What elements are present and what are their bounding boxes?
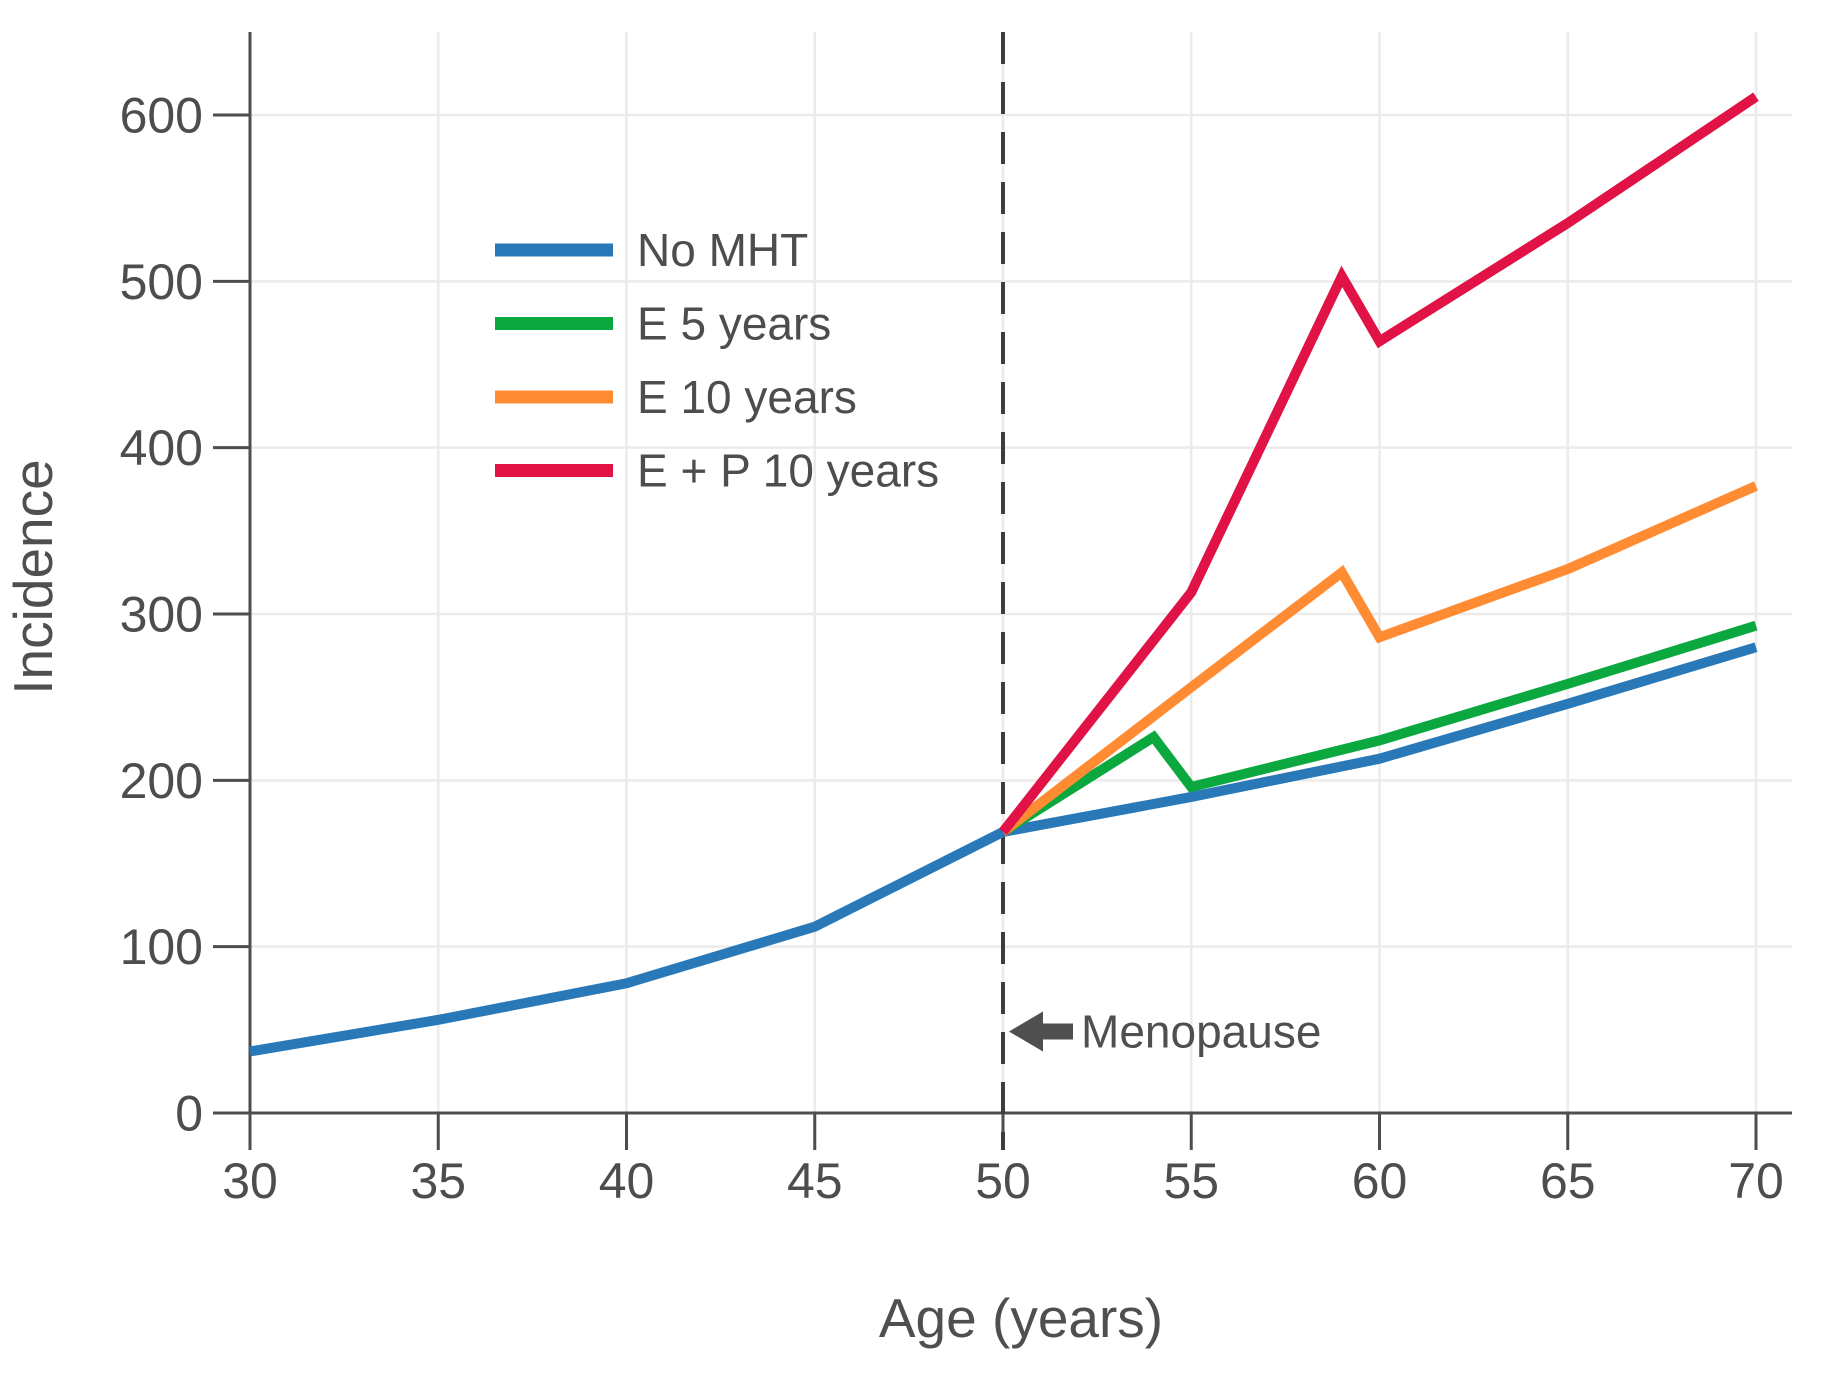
- series-line-e-5-years: [1000, 620, 1758, 837]
- series-line-e-10-years: [999, 481, 1759, 836]
- legend-label: E 10 years: [637, 371, 857, 423]
- legend-swatch: [495, 243, 613, 257]
- annotations: Menopause: [1009, 1006, 1321, 1058]
- x-tick-label: 45: [787, 1153, 843, 1209]
- x-tick-label: 55: [1163, 1153, 1219, 1209]
- menopause-arrow-icon: [1009, 1011, 1073, 1052]
- x-tick-label: 40: [599, 1153, 655, 1209]
- series-line-e-p-10-years: [999, 92, 1759, 835]
- legend-label: No MHT: [637, 224, 808, 276]
- legend-swatch: [495, 464, 613, 477]
- gridlines: [250, 32, 1792, 1113]
- y-tick-label: 500: [120, 254, 203, 310]
- y-tick-label: 300: [120, 587, 203, 643]
- menopause-label: Menopause: [1081, 1006, 1321, 1058]
- y-tick-label: 400: [120, 420, 203, 476]
- x-tick-label: 70: [1728, 1153, 1784, 1209]
- y-tick-label: 0: [175, 1086, 203, 1142]
- tick-labels: 0 100 200 300 400 500 600 30 35 40 45 50 55 60 65 70: [120, 88, 1784, 1210]
- legend-swatch: [495, 317, 613, 330]
- y-tick-label: 100: [120, 919, 203, 975]
- legend: No MHT E 5 years E 10 years E + P 10 years: [495, 224, 939, 497]
- x-tick-label: 60: [1352, 1153, 1408, 1209]
- y-axis-title: Incidence: [2, 459, 64, 694]
- x-tick-label: 35: [410, 1153, 466, 1209]
- x-tick-label: 30: [222, 1153, 278, 1209]
- x-tick-label: 50: [975, 1153, 1031, 1209]
- legend-label: E 5 years: [637, 298, 831, 350]
- x-axis-title: Age (years): [879, 1287, 1163, 1349]
- y-tick-label: 200: [120, 753, 203, 809]
- data-series: [249, 92, 1759, 1057]
- legend-swatch: [495, 390, 613, 404]
- y-tick-label: 600: [120, 88, 203, 144]
- legend-label: E + P 10 years: [637, 445, 939, 497]
- x-tick-label: 65: [1540, 1153, 1596, 1209]
